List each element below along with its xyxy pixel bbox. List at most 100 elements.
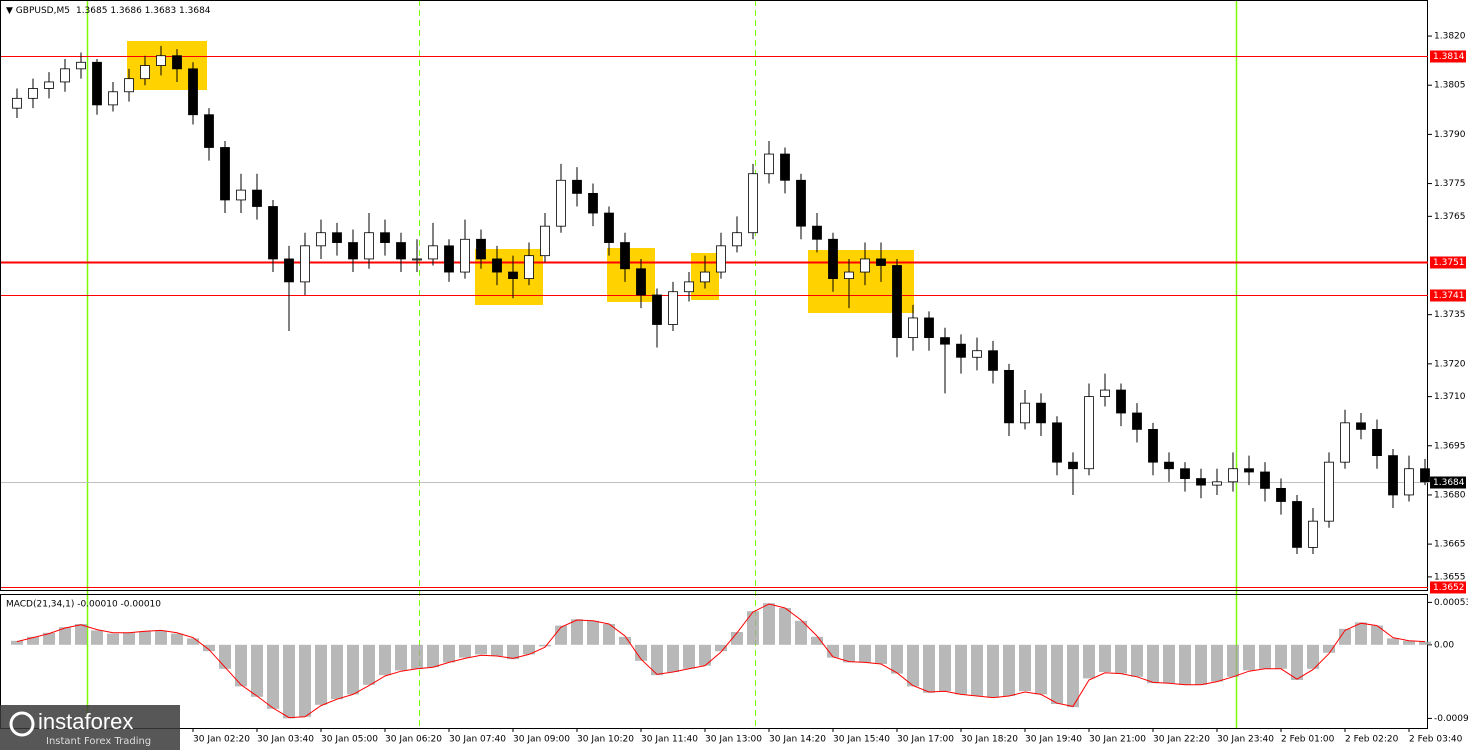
macd-bar [1323, 644, 1335, 653]
logo-name: instaforex [38, 709, 133, 734]
macd-bar [1147, 644, 1159, 684]
candle-body [220, 147, 230, 201]
candle-body [316, 232, 326, 247]
macd-bar [347, 644, 359, 695]
candle-body [204, 114, 214, 148]
macd-bar [539, 644, 551, 647]
candle-body [572, 179, 582, 194]
y-tick-label: 1.3680 [1434, 490, 1466, 500]
y-tick-label: 1.3820 [1434, 32, 1466, 42]
x-tick-label: 30 Jan 07:40 [449, 735, 506, 745]
y-tick-label: 1.3710 [1434, 392, 1466, 402]
macd-bar [667, 644, 679, 672]
macd-bar [155, 630, 167, 645]
candle-body [1004, 369, 1014, 424]
candle-body [988, 350, 998, 371]
macd-bar [1243, 644, 1255, 671]
macd-bar [955, 644, 967, 695]
candle-body [172, 55, 182, 70]
x-tick-label: 30 Jan 22:20 [1153, 735, 1210, 745]
candle-body [1212, 481, 1222, 486]
macd-bar [1275, 644, 1287, 669]
macd-bar [315, 644, 327, 705]
candle-body [1244, 468, 1254, 473]
macd-bar [331, 644, 343, 700]
macd-bar [59, 627, 71, 645]
candle-body [364, 232, 374, 260]
macd-bar [1083, 644, 1095, 679]
x-tick-label: 30 Jan 19:40 [1025, 735, 1082, 745]
candle-body [1372, 428, 1382, 457]
y-tick-label: 0.00053 [1434, 598, 1468, 608]
logo-tagline: Instant Forex Trading [46, 736, 151, 747]
macd-bar [731, 632, 743, 645]
macd-bar [1419, 641, 1431, 645]
symbol: GBPUSD,M5 [16, 6, 70, 16]
macd-panel [0, 594, 1428, 729]
ohlc: 1.3685 1.3686 1.3683 1.3684 [76, 6, 211, 16]
macd-bar [587, 620, 599, 645]
candle-body [252, 189, 262, 207]
candle-body [460, 238, 470, 273]
macd-signal [16, 603, 1426, 719]
candle-body [188, 68, 198, 116]
level-label-box [1430, 256, 1466, 269]
candle-body [1084, 396, 1094, 470]
logo-icon [9, 711, 35, 737]
candle-body [588, 192, 598, 214]
candle-body [540, 225, 550, 257]
candle-body [796, 179, 806, 227]
x-tick-label: 30 Jan 13:00 [705, 735, 762, 745]
candle-body [1324, 461, 1334, 522]
candle-body [1308, 520, 1318, 548]
macd-bar [1163, 644, 1175, 684]
macd-bar [123, 632, 135, 645]
candle-body [812, 225, 822, 240]
candle-body [12, 97, 22, 109]
candle-body [1292, 501, 1302, 548]
candle-body [444, 245, 454, 273]
macd-bar [811, 636, 823, 645]
macd-bar [1067, 644, 1079, 708]
macd-bar [907, 644, 919, 687]
macd-bar [747, 611, 759, 645]
macd-bar [1403, 640, 1415, 645]
macd-bar [1227, 644, 1239, 677]
macd-bar [91, 630, 103, 645]
candle-body [60, 68, 70, 83]
macd-bar [1195, 644, 1207, 685]
macd-bar [555, 625, 567, 645]
y-tick-label: 1.3735 [1434, 310, 1466, 320]
level-label-box [1430, 289, 1466, 302]
macd-bar [75, 624, 87, 645]
macd-bar [923, 644, 935, 693]
x-tick-label: 30 Jan 15:40 [833, 735, 890, 745]
macd-bar [1131, 644, 1143, 677]
macd-bar [283, 644, 295, 719]
macd-bar [27, 636, 39, 645]
candle-body [1356, 422, 1366, 430]
macd-bar [171, 633, 183, 645]
macd-bar [619, 636, 631, 645]
candle-body [28, 88, 38, 99]
macd-bar [795, 620, 807, 645]
x-tick-label: 30 Jan 09:00 [513, 735, 570, 745]
candle-body [124, 78, 134, 93]
candle-body [1100, 389, 1110, 398]
candle-body [716, 245, 726, 273]
candle-body [828, 238, 838, 280]
macd-bar [107, 633, 119, 645]
candle-body [412, 258, 422, 261]
candle-body [700, 271, 710, 283]
macd-bar [507, 644, 519, 660]
candle-body [604, 212, 614, 243]
candle-body [156, 55, 166, 66]
candle-body [1020, 402, 1030, 424]
candle-body [380, 232, 390, 243]
candle-body [1180, 468, 1190, 479]
macd-bar [891, 644, 903, 674]
x-tick-label: 30 Jan 06:20 [385, 735, 442, 745]
candle-body [1116, 389, 1126, 414]
candle-body [732, 232, 742, 247]
